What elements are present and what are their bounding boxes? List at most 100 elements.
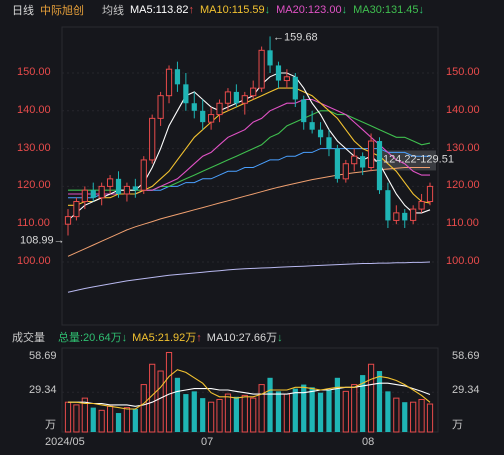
chart-header: 日线 中际旭创 均线 MA5:113.82↑ MA10:115.59↓ MA20… bbox=[0, 0, 504, 20]
volume-bar-down bbox=[275, 391, 282, 432]
vol-tick-right: 58.69 bbox=[452, 350, 480, 362]
candle-body-up bbox=[283, 76, 290, 82]
candle-body-down bbox=[183, 84, 189, 104]
vol-unit-right: 万 bbox=[452, 419, 463, 431]
volume-bar-down bbox=[402, 402, 408, 432]
candle-body-up bbox=[73, 201, 80, 218]
volume-bar-down bbox=[326, 390, 332, 432]
volume-bar-down bbox=[360, 375, 366, 432]
volume-bar-up bbox=[216, 398, 223, 433]
volume-bar-up bbox=[342, 390, 349, 433]
volume-bar-down bbox=[233, 396, 239, 432]
y-tick-right: 150.00 bbox=[446, 66, 480, 78]
candle-body-down bbox=[309, 122, 315, 130]
candle-body-up bbox=[140, 159, 147, 191]
vol-tick-left: 58.69 bbox=[29, 350, 57, 362]
volume-bar-down bbox=[90, 407, 96, 432]
volume-bar-up bbox=[149, 363, 156, 433]
candle-body-up bbox=[258, 49, 265, 89]
candle-body-up bbox=[64, 216, 72, 225]
candle-body-down bbox=[292, 76, 298, 100]
ma-label[interactable]: 均线 bbox=[102, 5, 124, 17]
candle-body-up bbox=[393, 212, 400, 221]
y-tick-right: 130.00 bbox=[446, 142, 480, 154]
candle-body-down bbox=[191, 103, 197, 111]
ma30-value: MA30:131.45↓ bbox=[353, 4, 425, 16]
ma20-value: MA20:123.00↓ bbox=[276, 4, 348, 16]
volume-bar-up bbox=[98, 409, 105, 433]
candle-body-down bbox=[132, 186, 138, 191]
candle-body-down bbox=[334, 148, 341, 179]
x-tick: 2024/05 bbox=[45, 436, 85, 448]
volume-panel-frame bbox=[61, 347, 439, 433]
x-tick: 07 bbox=[201, 436, 214, 448]
candle-body-up bbox=[367, 140, 375, 168]
candle-body-up bbox=[165, 68, 173, 97]
volume-bar-up bbox=[393, 397, 400, 433]
candle-body-up bbox=[224, 91, 232, 104]
volume-header: 成交量 总量:20.64万↓ MA5:21.92万↑ MA10:27.66万↓ bbox=[0, 327, 504, 347]
ma120-line bbox=[67, 167, 430, 257]
volume-bar-up bbox=[418, 398, 425, 433]
vol-tick-left: 29.34 bbox=[29, 384, 57, 396]
volume-bar-up bbox=[73, 404, 80, 433]
volume-bar-down bbox=[174, 377, 181, 432]
candle-body-up bbox=[208, 114, 215, 123]
volume-ma10: MA10:27.66万↓ bbox=[206, 332, 283, 344]
candle-body-down bbox=[317, 129, 324, 138]
volume-bar-up bbox=[283, 393, 290, 433]
candle-body-up bbox=[157, 95, 164, 119]
volume-bar-up bbox=[81, 397, 88, 433]
y-tick-left: 110.00 bbox=[17, 217, 50, 229]
ma5-value: MA5:113.82↑ bbox=[130, 4, 195, 16]
resistance-zone bbox=[378, 150, 436, 171]
candle-body-down bbox=[90, 190, 96, 198]
ma10-line bbox=[68, 87, 431, 206]
y-tick-left: 130.00 bbox=[17, 142, 51, 154]
ma20-line bbox=[68, 98, 430, 195]
volume-ma10-line bbox=[68, 382, 431, 407]
volume-bar-down bbox=[183, 394, 189, 432]
candle-body-down bbox=[402, 212, 408, 221]
volume-bar-up bbox=[367, 363, 375, 433]
candle-body-down bbox=[360, 156, 366, 168]
candle-body-down bbox=[385, 190, 391, 221]
vol-unit-left: 万 bbox=[45, 419, 56, 431]
volume-bar-down bbox=[317, 392, 324, 432]
candle-body-up bbox=[351, 155, 358, 165]
volume-bar-up bbox=[165, 351, 173, 433]
candle-body-down bbox=[174, 69, 181, 85]
volume-bar-up bbox=[106, 405, 114, 433]
y-tick-left: 140.00 bbox=[17, 104, 51, 116]
candle-body-down bbox=[326, 137, 332, 149]
volume-title: 成交量 bbox=[12, 332, 45, 344]
candle-body-up bbox=[342, 163, 349, 180]
candle-body-up bbox=[250, 87, 257, 97]
volume-bar-up bbox=[426, 403, 434, 433]
candle-body-down bbox=[275, 65, 282, 81]
volume-ma5: MA5:21.92万↑ bbox=[132, 332, 202, 344]
volume-bar-down bbox=[132, 408, 138, 432]
high-annotation: ←159.68 bbox=[273, 31, 318, 43]
candle-body-down bbox=[200, 110, 206, 123]
candle-body-down bbox=[376, 141, 383, 191]
volume-bar-down bbox=[334, 377, 341, 432]
volume-bar-down bbox=[309, 387, 315, 432]
candle-body-up bbox=[81, 189, 88, 203]
ma5-line bbox=[67, 72, 431, 221]
volume-bar-up bbox=[157, 370, 164, 433]
stock-name: 中际旭创 bbox=[40, 5, 84, 17]
period-label[interactable]: 日线 bbox=[12, 5, 34, 17]
candle-body-up bbox=[418, 201, 425, 210]
candle-body-up bbox=[123, 185, 131, 195]
volume-bar-up bbox=[258, 384, 265, 433]
candle-body-down bbox=[115, 178, 122, 194]
volume-bar-up bbox=[123, 407, 131, 433]
candle-body-down bbox=[233, 91, 239, 104]
volume-bar-up bbox=[351, 384, 358, 433]
volume-bar-down bbox=[376, 371, 383, 432]
candle-body-down bbox=[301, 99, 307, 123]
volume-bar-up bbox=[140, 384, 147, 433]
candle-body-up bbox=[241, 95, 248, 104]
